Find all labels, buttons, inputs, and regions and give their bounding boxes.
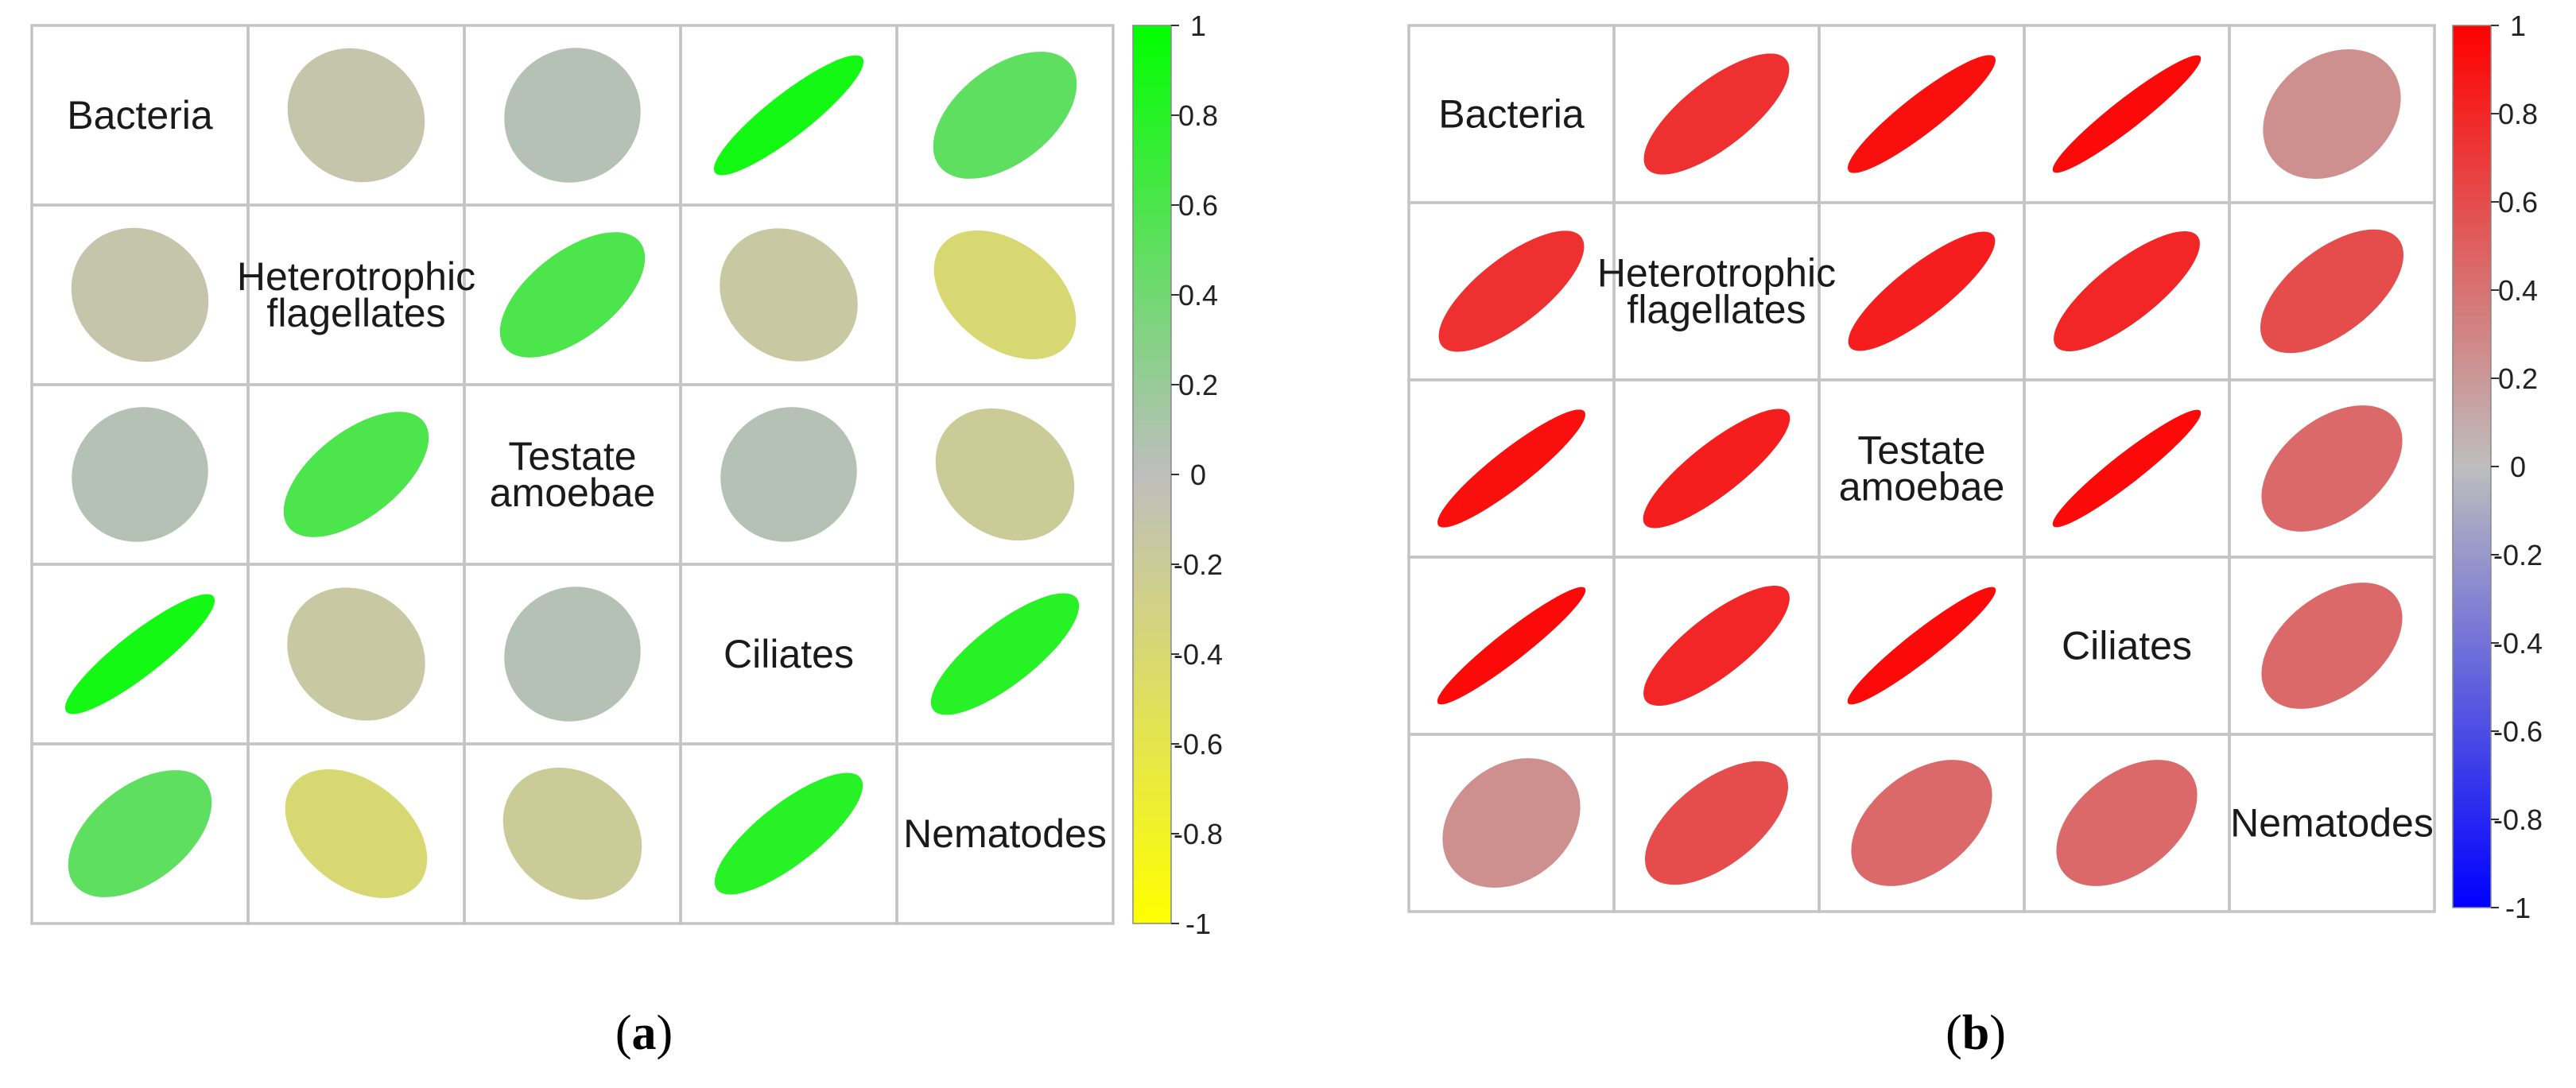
variable-label: Nematodes bbox=[2230, 801, 2434, 846]
colorbar-tick-label: -0.6 bbox=[2493, 715, 2543, 748]
variable-label-line: Heterotrophic bbox=[1597, 251, 1836, 296]
correlation-ellipse bbox=[1643, 53, 1790, 175]
colorbar-tick-label: 1 bbox=[2510, 10, 2526, 42]
correlation-ellipse bbox=[72, 407, 208, 542]
correlation-ellipse bbox=[285, 769, 428, 899]
variable-label-line: Testate bbox=[1857, 428, 1985, 473]
correlation-ellipse bbox=[71, 227, 209, 362]
variable-label-line: Testate bbox=[508, 434, 636, 478]
variable-label: Testate amoebae bbox=[490, 434, 656, 515]
correlation-ellipse bbox=[1847, 587, 1996, 705]
variable-label-line: Bacteria bbox=[1438, 92, 1585, 137]
correlation-ellipse bbox=[933, 52, 1077, 179]
colorbar-tick-label: 0.2 bbox=[1178, 369, 1218, 401]
panel-a: Bacteria Heterotrophic flagellates Testate a… bbox=[30, 10, 1223, 1060]
colorbar-tick-label: -0.6 bbox=[1174, 728, 1223, 761]
colorbar-tick-label: 0 bbox=[2510, 451, 2526, 483]
variable-label-line: Heterotrophic bbox=[237, 254, 475, 299]
correlation-ellipse bbox=[1851, 760, 1992, 886]
correlation-ellipse bbox=[1848, 231, 1996, 351]
colorbar-tick-label: -1 bbox=[1185, 908, 1211, 940]
correlation-ellipse bbox=[499, 232, 646, 358]
colorbar-tick-label: 0.6 bbox=[1178, 189, 1218, 222]
correlation-ellipse bbox=[2261, 583, 2403, 709]
colorbar-tick-label: 0.2 bbox=[2498, 362, 2538, 395]
colorbar-tick-label: 0.8 bbox=[2498, 98, 2538, 130]
correlation-ellipse bbox=[1643, 585, 1790, 707]
variable-label-line: Ciliates bbox=[724, 632, 854, 676]
colorbar-tick-label: -0.8 bbox=[2493, 803, 2543, 836]
variable-label: Ciliates bbox=[724, 632, 854, 676]
colorbar-tick-label: -0.4 bbox=[1174, 638, 1223, 671]
correlation-ellipse bbox=[1438, 230, 1585, 352]
colorbar-tick-label: -0.4 bbox=[2493, 627, 2543, 660]
variable-label: Nematodes bbox=[903, 811, 1107, 856]
colorbar-tick-label: 1 bbox=[1190, 10, 1206, 42]
correlation-ellipse bbox=[2052, 409, 2202, 528]
panel-b: Bacteria Heterotrophic flagellates Testate a… bbox=[1407, 10, 2543, 1060]
correlation-ellipse bbox=[287, 48, 425, 183]
correlation-ellipse bbox=[933, 230, 1077, 360]
correlation-ellipse bbox=[1847, 55, 1996, 173]
variable-label-line: Nematodes bbox=[2230, 801, 2434, 846]
correlation-ellipse bbox=[2052, 55, 2202, 173]
variable-label: Bacteria bbox=[1438, 92, 1585, 137]
correlation-ellipse bbox=[2263, 48, 2401, 180]
correlation-ellipse bbox=[1437, 409, 1586, 528]
colorbar bbox=[2452, 25, 2492, 908]
grid-cell bbox=[895, 742, 1115, 925]
correlation-grid bbox=[1407, 24, 2436, 913]
correlation-ellipse bbox=[930, 593, 1080, 715]
correlation-ellipse bbox=[504, 48, 641, 183]
correlation-ellipse bbox=[1442, 757, 1581, 889]
correlation-ellipse bbox=[2260, 229, 2404, 354]
variable-label-line: amoebae bbox=[1839, 465, 2005, 509]
correlation-ellipse bbox=[68, 770, 212, 897]
colorbar-tick-label: 0.8 bbox=[1178, 99, 1218, 132]
correlation-ellipse bbox=[720, 407, 857, 542]
colorbar bbox=[1132, 25, 1172, 924]
colorbar-tick-label: 0.4 bbox=[1178, 279, 1218, 312]
panel-label: (b) bbox=[1946, 1006, 2006, 1060]
grid-cell bbox=[2228, 733, 2436, 913]
correlation-ellipse bbox=[2054, 230, 2200, 352]
correlation-ellipse bbox=[283, 412, 429, 537]
correlation-ellipse bbox=[935, 408, 1075, 541]
correlation-grid bbox=[30, 24, 1115, 925]
correlation-ellipse bbox=[714, 772, 863, 895]
variable-label: Heterotrophic flagellates bbox=[237, 254, 475, 335]
correlation-ellipse bbox=[1437, 587, 1586, 705]
correlation-ellipse bbox=[2056, 760, 2198, 886]
colorbar-tick-label: -0.2 bbox=[2493, 539, 2543, 571]
panel-label: (a) bbox=[615, 1006, 673, 1060]
correlation-ellipse bbox=[64, 594, 215, 714]
correlation-ellipse bbox=[504, 587, 641, 722]
correlation-ellipse bbox=[1643, 408, 1790, 529]
correlation-ellipse bbox=[287, 587, 425, 721]
correlation-ellipse bbox=[713, 55, 864, 176]
colorbar-tick-label: 0.4 bbox=[2498, 274, 2538, 307]
variable-label: Ciliates bbox=[2062, 624, 2192, 668]
variable-label-line: Ciliates bbox=[2062, 624, 2192, 668]
variable-label: Heterotrophic flagellates bbox=[1597, 251, 1836, 332]
variable-label-line: flagellates bbox=[1627, 288, 1806, 332]
variable-label: Bacteria bbox=[67, 93, 213, 137]
variable-label-line: flagellates bbox=[266, 291, 445, 335]
correlation-ellipse bbox=[1644, 761, 1789, 885]
colorbar-tick-label: 0.6 bbox=[2498, 186, 2538, 219]
correlation-ellipse bbox=[720, 228, 858, 362]
variable-label-line: amoebae bbox=[490, 470, 656, 515]
colorbar-tick-label: -1 bbox=[2505, 892, 2531, 924]
colorbar-tick-label: -0.2 bbox=[1174, 548, 1223, 581]
correlation-ellipse bbox=[2261, 405, 2403, 532]
variable-label-line: Bacteria bbox=[67, 93, 213, 137]
variable-label: Testate amoebae bbox=[1839, 428, 2005, 509]
correlation-ellipse bbox=[502, 767, 642, 900]
variable-label-line: Nematodes bbox=[903, 811, 1107, 856]
colorbar-tick-label: -0.8 bbox=[1174, 818, 1223, 850]
colorbar-tick-label: 0 bbox=[1190, 459, 1206, 491]
